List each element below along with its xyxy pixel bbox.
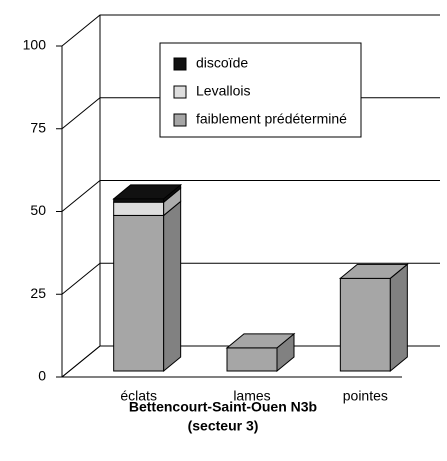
grid-line bbox=[61, 14, 440, 47]
y-tick-label: 100 bbox=[23, 37, 47, 53]
y-tick-label: 0 bbox=[38, 368, 46, 384]
x-tick-label: pointes bbox=[343, 388, 388, 404]
legend-box bbox=[159, 42, 362, 138]
bar-side bbox=[163, 200, 182, 373]
chart-subtitle: (secteur 3) bbox=[188, 418, 259, 434]
bar bbox=[226, 347, 278, 372]
grid-line bbox=[61, 262, 440, 295]
bar bbox=[113, 201, 165, 216]
grid-line bbox=[61, 345, 440, 378]
legend-swatch bbox=[173, 85, 187, 99]
grid-line bbox=[61, 180, 440, 212]
legend-label: Levallois bbox=[196, 83, 250, 99]
bar bbox=[113, 214, 165, 372]
bar-top bbox=[112, 184, 183, 200]
bar-top bbox=[338, 263, 409, 279]
legend-swatch bbox=[173, 57, 187, 71]
bar-side bbox=[389, 263, 408, 373]
x-tick-label: éclats bbox=[120, 388, 157, 404]
chart-title: Bettencourt-Saint-Ouen N3b bbox=[129, 399, 317, 415]
y-tick-label: 75 bbox=[30, 119, 46, 135]
legend-swatch bbox=[173, 113, 187, 127]
bar-top bbox=[225, 333, 296, 349]
y-tick-label: 25 bbox=[30, 285, 46, 301]
legend-label: discoïde bbox=[196, 55, 248, 71]
legend-label: faiblement prédéterminé bbox=[196, 111, 347, 127]
bar bbox=[339, 277, 391, 372]
x-tick-label: lames bbox=[233, 388, 270, 404]
y-tick-label: 50 bbox=[30, 202, 46, 218]
